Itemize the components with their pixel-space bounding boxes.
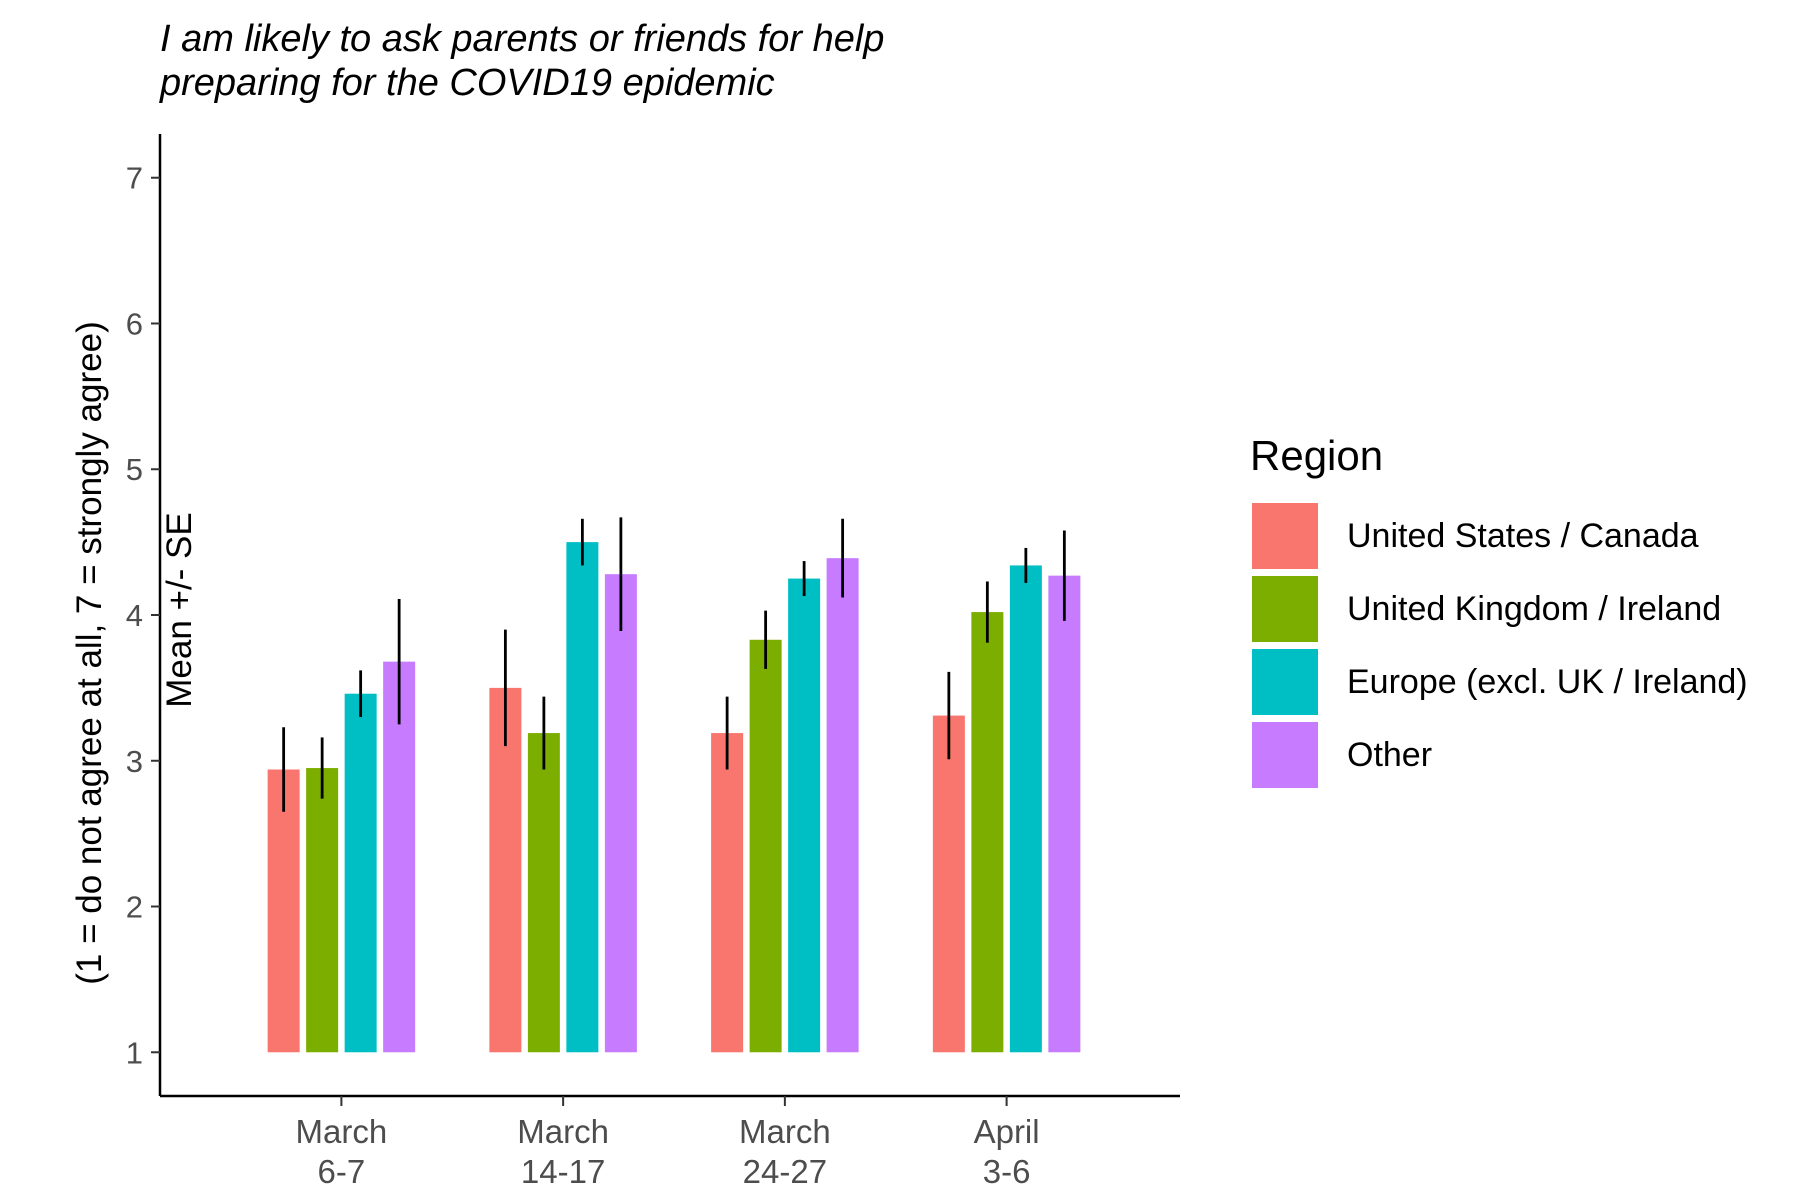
legend-item: United States / Canada	[1252, 503, 1792, 571]
bar	[489, 687, 522, 1053]
chart-title-line-2: preparing for the COVID19 epidemic	[160, 62, 775, 104]
bar	[383, 661, 416, 1053]
bar	[711, 733, 744, 1053]
x-tick-label: 24-27	[743, 1153, 827, 1190]
legend-label: United States / Canada	[1347, 517, 1699, 555]
legend-label: Europe (excl. UK / Ireland)	[1347, 663, 1748, 701]
y-tick-label: 6	[126, 306, 143, 341]
legend-item: Other	[1252, 722, 1792, 790]
bar	[971, 612, 1004, 1053]
bar	[344, 693, 377, 1053]
bar	[788, 578, 821, 1053]
bar	[749, 639, 782, 1053]
legend-item: United Kingdom / Ireland	[1252, 576, 1792, 644]
x-tick-label: March	[517, 1113, 609, 1150]
legend-swatch	[1252, 649, 1318, 715]
bar	[826, 558, 859, 1053]
bar	[932, 715, 965, 1053]
y-tick-label: 1	[126, 1035, 143, 1070]
x-tick-label: March	[296, 1113, 388, 1150]
x-tick-label: 6-7	[318, 1153, 366, 1190]
bar	[306, 768, 339, 1053]
legend-label: Other	[1347, 736, 1433, 774]
chart-title-line-1: I am likely to ask parents or friends fo…	[160, 18, 885, 60]
legend-label: United Kingdom / Ireland	[1347, 590, 1722, 628]
legend-item: Europe (excl. UK / Ireland)	[1252, 649, 1792, 717]
bar	[1048, 575, 1081, 1053]
y-tick-label: 5	[126, 452, 143, 487]
bar	[527, 733, 560, 1053]
bar	[1009, 565, 1042, 1053]
bar	[267, 769, 300, 1053]
x-tick-label: March	[739, 1113, 831, 1150]
legend-swatch	[1252, 722, 1318, 788]
x-tick-label: 14-17	[521, 1153, 605, 1190]
bar	[566, 542, 599, 1053]
x-tick-label: April	[974, 1113, 1040, 1150]
legend-swatch	[1252, 503, 1318, 569]
y-tick-label: 2	[126, 890, 143, 925]
y-tick-label: 4	[126, 598, 143, 633]
legend-title: Region	[1250, 432, 1384, 479]
y-tick-label: 3	[126, 744, 143, 779]
bar	[604, 574, 637, 1053]
y-tick-label: 7	[126, 161, 143, 196]
x-tick-label: 3-6	[983, 1153, 1031, 1190]
legend-swatch	[1252, 576, 1318, 642]
